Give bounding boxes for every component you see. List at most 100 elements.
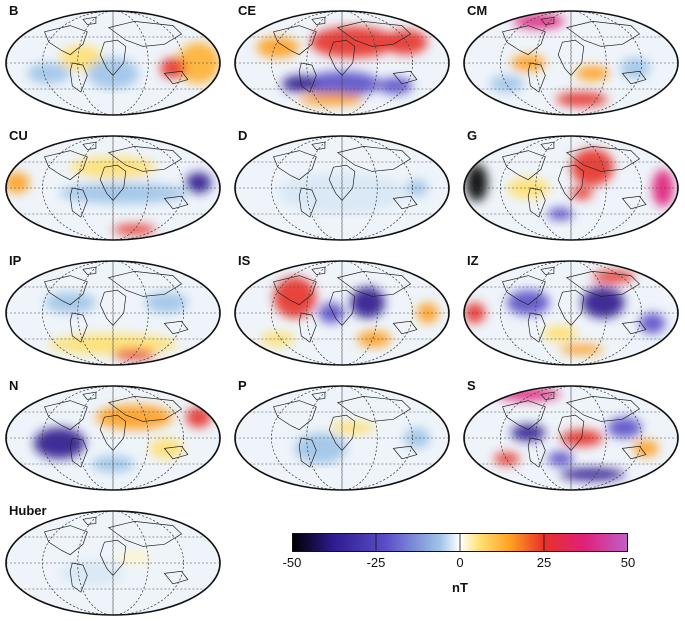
colorbar-gradient	[292, 533, 628, 552]
map-outline	[463, 10, 679, 116]
mollweide-map	[5, 260, 221, 366]
coastline	[502, 25, 546, 56]
coastline	[163, 320, 189, 335]
coastline	[273, 25, 317, 56]
coastline	[502, 400, 546, 431]
anomaly-region	[620, 57, 651, 79]
map-panel-iz: IZ	[461, 253, 685, 371]
coastline	[82, 516, 97, 525]
colorbar-tick-label: -50	[282, 555, 302, 570]
map-panel-cm: CM	[461, 3, 685, 121]
coastline	[565, 146, 641, 172]
coastline	[163, 570, 189, 585]
panel-label: S	[467, 378, 476, 393]
coastline	[82, 141, 97, 150]
anomaly-region	[633, 440, 659, 457]
panel-label: D	[238, 128, 248, 143]
anomaly-region	[639, 313, 666, 334]
graticule-meridian	[77, 511, 149, 615]
coastline	[328, 39, 356, 77]
coastline	[163, 445, 189, 460]
map-panel-ip: IP	[3, 253, 229, 371]
graticule-meridian	[271, 386, 413, 490]
map-panel-is: IS	[232, 253, 458, 371]
graticule-meridian	[77, 261, 149, 365]
anomaly-region	[273, 276, 317, 319]
coastline	[99, 164, 127, 202]
graticule-meridian	[77, 136, 149, 240]
graticule-meridian	[306, 136, 378, 240]
coastline	[82, 266, 97, 275]
coastline	[298, 312, 317, 343]
map-outline	[5, 10, 221, 116]
panel-label: CE	[238, 3, 257, 18]
anomaly-region	[185, 406, 212, 428]
map-outline	[5, 385, 221, 491]
anomaly-region	[256, 37, 300, 58]
graticule-meridian	[500, 261, 642, 365]
mollweide-map	[463, 260, 679, 366]
coastline	[392, 70, 418, 85]
mollweide-map	[5, 135, 221, 241]
panel-label: IZ	[467, 253, 479, 268]
graticule-meridian	[500, 136, 642, 240]
map-panel-d: D	[232, 128, 458, 246]
panel-label: IS	[238, 253, 251, 268]
anomaly-region	[575, 66, 610, 81]
coastline	[99, 289, 127, 327]
mollweide-map	[234, 10, 450, 116]
graticule-meridian	[42, 511, 184, 615]
coastline	[565, 271, 641, 297]
colorbar-tick-label: 50	[620, 555, 636, 570]
coastline	[107, 521, 183, 547]
anomaly-region	[299, 93, 364, 106]
coastline	[336, 21, 412, 47]
coastline	[540, 266, 555, 275]
coastline	[557, 414, 585, 452]
coastline	[107, 396, 183, 422]
anomaly-region	[489, 75, 524, 93]
map-panel-g: G	[461, 128, 685, 246]
coastline	[527, 62, 546, 93]
anomaly-region	[378, 77, 413, 95]
coastline	[298, 187, 317, 218]
coastline	[502, 275, 546, 306]
anomaly-region	[547, 451, 574, 467]
coastline	[328, 414, 356, 452]
coastline	[621, 320, 647, 335]
coastline	[557, 39, 585, 77]
mollweide-map	[5, 10, 221, 116]
mollweide-map	[234, 135, 450, 241]
graticule-meridian	[42, 136, 184, 240]
coastline	[565, 396, 641, 422]
coastline	[44, 150, 88, 181]
anomaly-region	[506, 290, 550, 316]
anomaly-region	[556, 92, 608, 107]
anomaly-region	[607, 417, 642, 438]
coastline	[44, 400, 88, 431]
panel-label: CM	[467, 3, 488, 18]
coastline	[44, 275, 88, 306]
panel-label: B	[9, 3, 19, 18]
map-outline	[463, 260, 679, 366]
colorbar-tick-label: 25	[536, 555, 552, 570]
map-panel-b: B	[3, 3, 229, 121]
anomaly-region	[652, 169, 674, 207]
anomaly-region	[294, 432, 347, 464]
anomaly-region	[466, 164, 488, 202]
anomaly-region	[27, 63, 71, 84]
graticule-meridian	[535, 261, 607, 365]
anomaly-region	[6, 172, 30, 194]
coastline	[99, 39, 127, 77]
coastline	[273, 400, 317, 431]
map-panel-s: S	[461, 378, 685, 496]
graticule-meridian	[535, 136, 607, 240]
anomaly-region	[117, 551, 152, 565]
anomaly-region	[33, 427, 86, 459]
mollweide-map	[5, 385, 221, 491]
anomaly-region	[95, 404, 173, 430]
anomaly-region	[384, 29, 428, 55]
anomaly-region	[59, 45, 103, 71]
coastline	[69, 187, 88, 218]
colorbar: -50 -25 0 25 50 nT	[283, 533, 635, 613]
